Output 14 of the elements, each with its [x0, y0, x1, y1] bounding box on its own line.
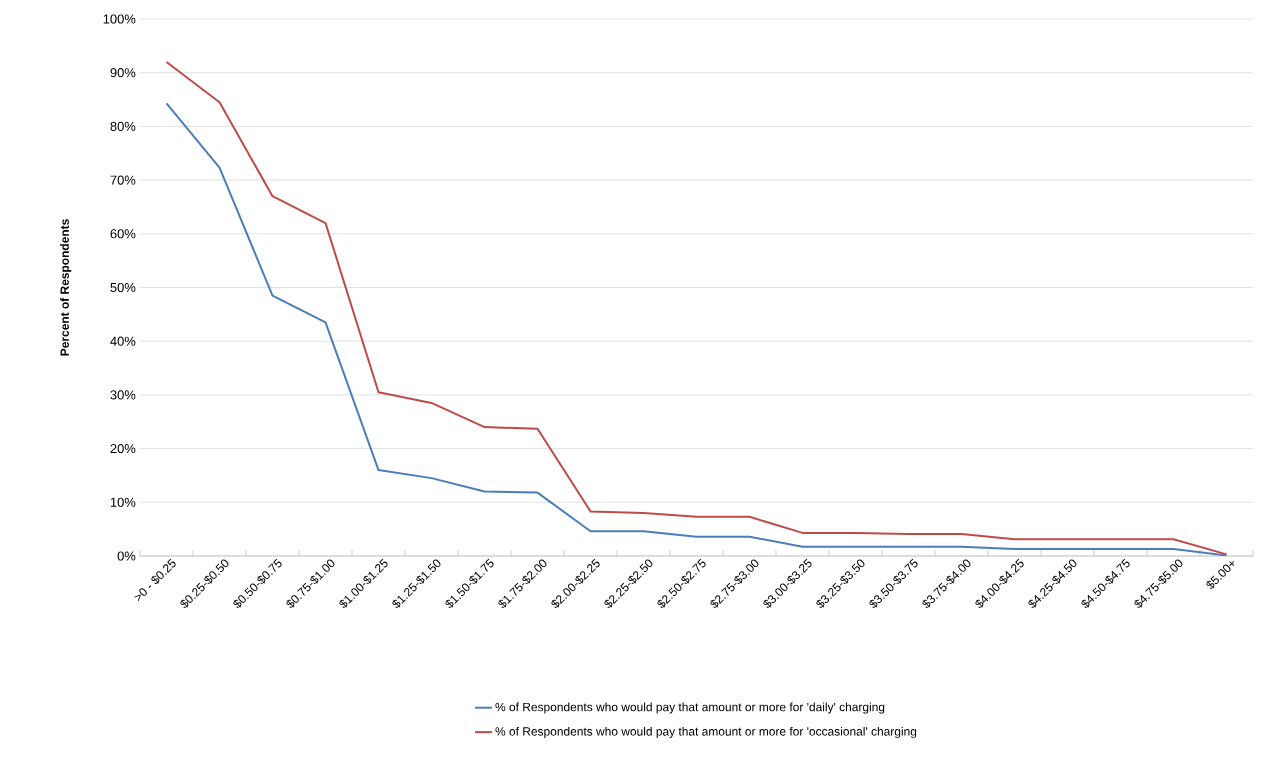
- y-tick-label: 60%: [110, 229, 136, 239]
- y-tick-label: 30%: [110, 390, 136, 400]
- y-tick-label: 50%: [110, 282, 136, 293]
- y-tick-label: 90%: [110, 68, 136, 78]
- y-tick-label: 100%: [103, 14, 136, 24]
- y-tick-label: 0%: [117, 551, 136, 561]
- y-tick-label: 40%: [110, 336, 136, 346]
- y-tick-label: 70%: [110, 175, 136, 185]
- legend-label: % of Respondents who would pay that amount or more for 'occasional' charging: [495, 726, 917, 739]
- y-tick-label: 10%: [110, 497, 136, 507]
- y-tick-label: 80%: [110, 121, 136, 131]
- legend-label: % of Respondents who would pay that amount or more for 'daily' charging: [495, 702, 885, 714]
- y-tick-label: 20%: [110, 444, 136, 454]
- y-axis-title: Percent of Respondents: [60, 219, 72, 356]
